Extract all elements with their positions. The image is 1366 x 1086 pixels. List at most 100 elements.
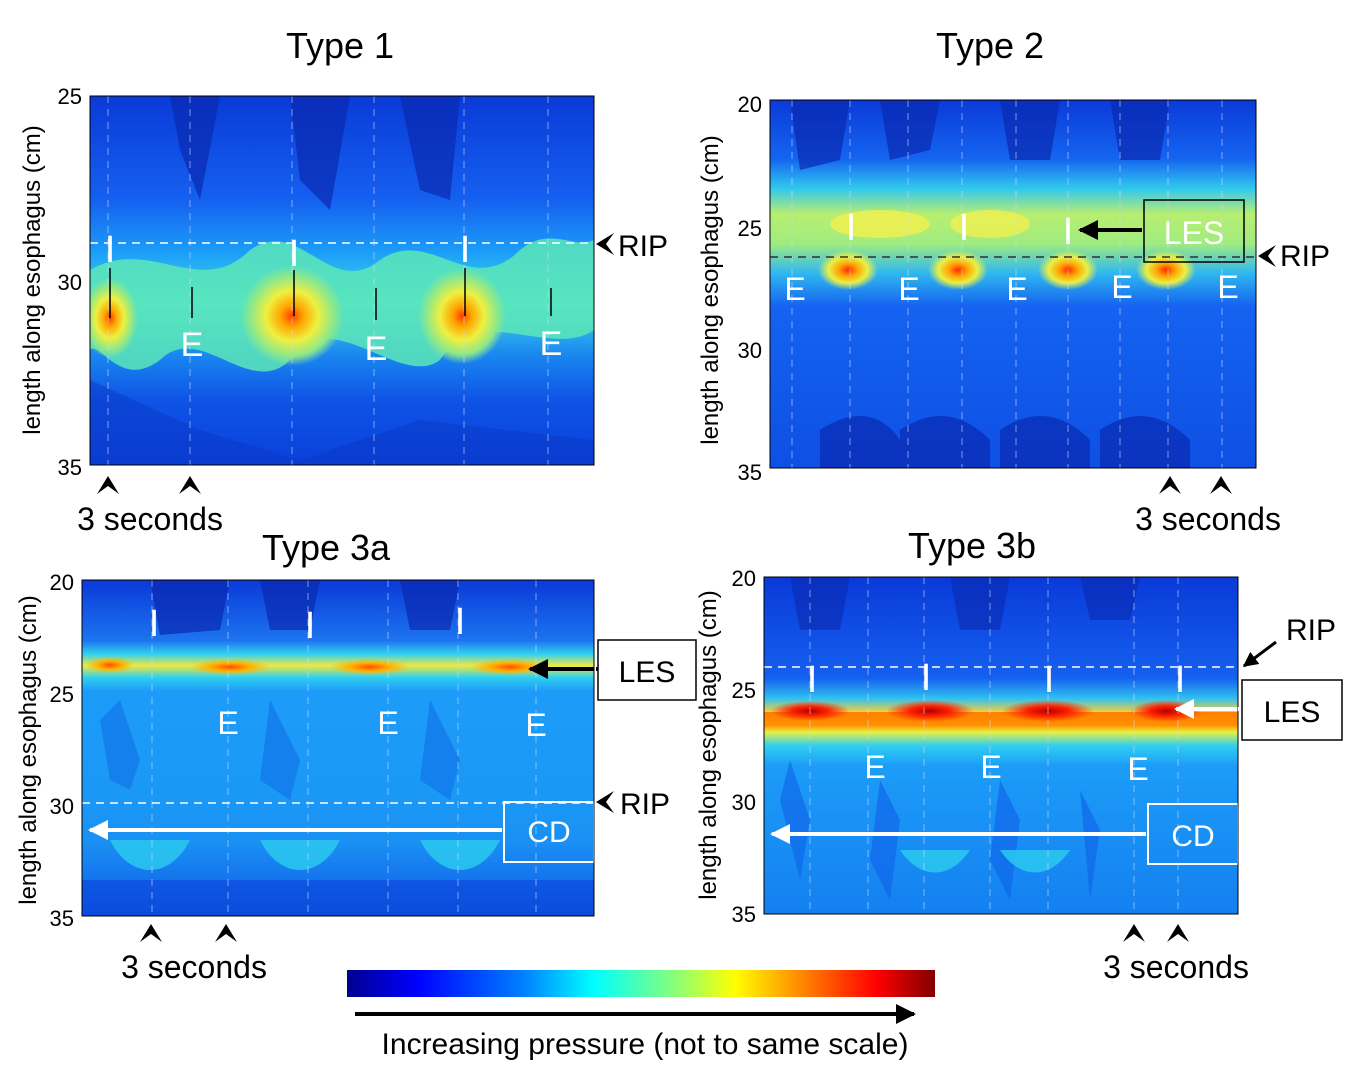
y-tick-label: 30 [50,794,74,819]
inspiration-marker: I [921,657,932,699]
colorbar: Increasing pressure (not to same scale) [347,970,935,1061]
les-label: LES [619,656,676,689]
pressure-peak [928,250,988,290]
panel-title: Type 3a [262,527,391,568]
pressure-peak [818,250,878,290]
les-box [1241,679,1343,741]
inspiration-marker: I [149,603,160,645]
inspiration-marker: I [460,229,471,271]
pressure-peak [950,210,1030,238]
les-label: LES [1264,696,1321,729]
expiration-marker: E [864,749,885,785]
y-tick-label: 25 [738,216,762,241]
y-tick-label: 35 [738,460,762,485]
expiration-marker: E [217,705,238,741]
expiration-marker: E [1217,269,1238,305]
cd-label: CD [1171,820,1214,853]
y-tick-label: 20 [738,92,762,117]
inspiration-marker: I [807,659,818,701]
inspiration-marker: I [305,605,316,647]
panel-title: Type 1 [286,25,394,66]
y-axis-label: length along esophagus (cm) [15,595,42,905]
time-scale-label: 3 seconds [1103,949,1249,985]
panel-type-2: Type 2 length along esophagus (cm) 20 25… [697,25,1330,537]
pressure-peak [830,210,930,238]
pressure-band [110,840,500,870]
rip-arrow [1242,640,1277,668]
expiration-marker: E [181,326,204,364]
low-pressure-region [82,880,594,916]
y-tick-label: 20 [50,570,74,595]
time-scale-label: 3 seconds [77,501,223,537]
y-axis-label: length along esophagus (cm) [19,125,46,435]
y-tick-label: 25 [732,678,756,703]
inspiration-marker: I [455,601,466,643]
y-axis-label: length along esophagus (cm) [695,590,722,900]
cd-box [1147,803,1238,865]
pressure-peak [190,659,270,675]
pressure-peak [418,268,506,364]
y-tick-label: 25 [50,682,74,707]
time-scale-label: 3 seconds [121,949,267,985]
panel-type-3b: Type 3b length along esophagus (cm) 20 2… [695,525,1343,985]
y-tick-label: 30 [738,338,762,363]
inspiration-marker: I [1175,659,1186,701]
pressure-peak [886,700,974,722]
y-tick-label: 25 [58,84,82,109]
inspiration-marker: I [1044,659,1055,701]
expiration-marker: E [1006,271,1027,307]
expiration-marker: E [898,271,919,307]
inspiration-marker: I [105,229,116,271]
low-pressure-region [790,577,1140,630]
expiration-marker: E [377,705,398,741]
panel-type-3a: Type 3a length along esophagus (cm) 20 2… [15,527,697,985]
y-tick-label: 30 [58,270,82,295]
expiration-marker: E [1111,269,1132,305]
pressure-peak [86,657,134,673]
expiration-marker: E [540,325,563,363]
time-scale-label: 3 seconds [1135,501,1281,537]
expiration-marker: E [1127,751,1148,787]
inspiration-marker: I [846,207,857,249]
rip-label: RIP [1286,614,1336,647]
low-pressure-region [820,416,1190,468]
inspiration-marker: I [289,233,300,275]
y-tick-label: 20 [732,566,756,591]
pressure-peak [240,266,344,366]
low-pressure-region [150,580,460,635]
cd-box [503,801,594,863]
colorbar-label: Increasing pressure (not to same scale) [382,1028,909,1061]
pressure-band [900,850,1070,873]
expiration-marker: E [525,707,546,743]
expiration-marker: E [365,330,388,368]
low-pressure-region [100,700,460,800]
colorbar-gradient [347,970,935,997]
y-tick-label: 35 [58,455,82,480]
inspiration-marker: I [1063,211,1074,253]
pressure-topography-plot: I I I E E E CD [82,580,594,916]
low-pressure-region [790,100,1170,170]
rip-label: RIP [620,788,670,821]
pressure-peak [1136,250,1196,290]
low-pressure-region [170,96,460,210]
y-tick-label: 30 [732,790,756,815]
rip-label: RIP [1280,240,1330,273]
pressure-peak [330,659,410,675]
low-pressure-region [90,380,594,465]
panel-title: Type 3b [908,525,1036,566]
les-box [1143,199,1245,263]
pressure-topography-plot: I I I E E E E E LES [770,100,1256,468]
les-box [597,639,697,701]
expiration-marker: E [784,271,805,307]
pressure-topography-plot: I I I E E E [90,96,594,465]
panel-type-1: Type 1 length along esophagus (cm) 25 30… [19,25,668,537]
y-axis-label: length along esophagus (cm) [697,135,724,445]
cd-label: CD [527,816,570,849]
rip-label: RIP [618,230,668,263]
expiration-marker: E [980,749,1001,785]
y-tick-label: 35 [50,906,74,931]
pressure-topography-plot: I I I I E E E CD [764,577,1238,914]
les-label: LES [1164,215,1224,251]
